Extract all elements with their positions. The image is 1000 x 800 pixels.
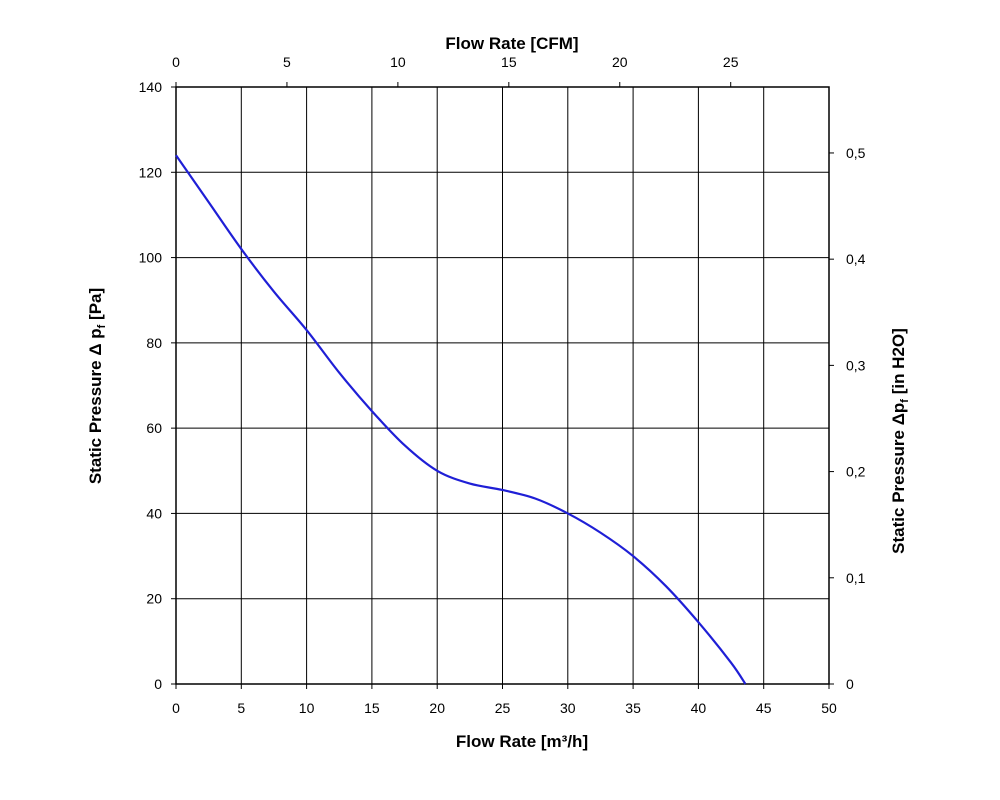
right-y-axis-title-subscript: f — [899, 399, 911, 403]
right-y-tick-label: 0 — [846, 676, 854, 692]
pressure-curve-line — [175, 154, 747, 685]
x-tick-label: 50 — [821, 700, 837, 716]
right-y-axis-title-unit: [in H2O] — [889, 328, 908, 399]
top-x-tick-label: 20 — [612, 54, 628, 70]
right-y-tick-label: 0,3 — [846, 357, 866, 373]
x-tick-labels: 0 5 10 15 20 25 30 35 40 45 50 — [172, 700, 837, 716]
grid-lines — [175, 86, 830, 685]
y-tick-label: 40 — [146, 505, 162, 521]
top-x-tick-label: 10 — [390, 54, 406, 70]
x-tick-label: 0 — [172, 700, 180, 716]
y-tick-label: 140 — [139, 79, 163, 95]
top-x-tick-label: 15 — [501, 54, 517, 70]
right-y-tick-label: 0,5 — [846, 145, 866, 161]
right-y-axis-title: Static Pressure Δpf [in H2O] — [889, 328, 911, 554]
y-axis-title: Static Pressure Δ pf [Pa] — [86, 288, 108, 484]
x-tick-label: 25 — [495, 700, 511, 716]
x-axis-title: Flow Rate [m³/h] — [456, 732, 588, 751]
top-x-tick-label: 5 — [283, 54, 291, 70]
right-y-tick-label: 0,1 — [846, 570, 866, 586]
y-axis-title-unit: [Pa] — [86, 288, 105, 325]
y-tick-label: 60 — [146, 420, 162, 436]
y-tick-label: 100 — [139, 250, 163, 266]
y-tick-label: 20 — [146, 591, 162, 607]
y-axis-title-main: Static Pressure Δ p — [86, 328, 105, 484]
top-x-tick-label: 0 — [172, 54, 180, 70]
right-y-tick-labels: 0 0,1 0,2 0,3 0,4 0,5 — [846, 145, 866, 692]
right-y-tick-label: 0,2 — [846, 464, 866, 480]
y-axis-title-subscript: f — [96, 324, 108, 328]
x-tick-label: 20 — [429, 700, 445, 716]
right-y-axis-title-main: Static Pressure Δp — [889, 403, 908, 554]
x-tick-label: 5 — [237, 700, 245, 716]
x-tick-label: 30 — [560, 700, 576, 716]
y-tick-labels: 0 20 40 60 80 100 120 140 — [139, 79, 163, 692]
axis-ticks — [171, 82, 834, 689]
y-tick-label: 0 — [154, 676, 162, 692]
top-x-tick-labels: 0 5 10 15 20 25 — [172, 54, 739, 70]
y-tick-label: 80 — [146, 335, 162, 351]
x-tick-label: 40 — [691, 700, 707, 716]
y-tick-label: 120 — [139, 164, 163, 180]
top-x-tick-label: 25 — [723, 54, 739, 70]
x-tick-label: 35 — [625, 700, 641, 716]
top-x-axis-title: Flow Rate [CFM] — [445, 34, 578, 53]
x-tick-label: 10 — [299, 700, 315, 716]
right-y-tick-label: 0,4 — [846, 251, 866, 267]
x-tick-label: 45 — [756, 700, 772, 716]
x-tick-label: 15 — [364, 700, 380, 716]
